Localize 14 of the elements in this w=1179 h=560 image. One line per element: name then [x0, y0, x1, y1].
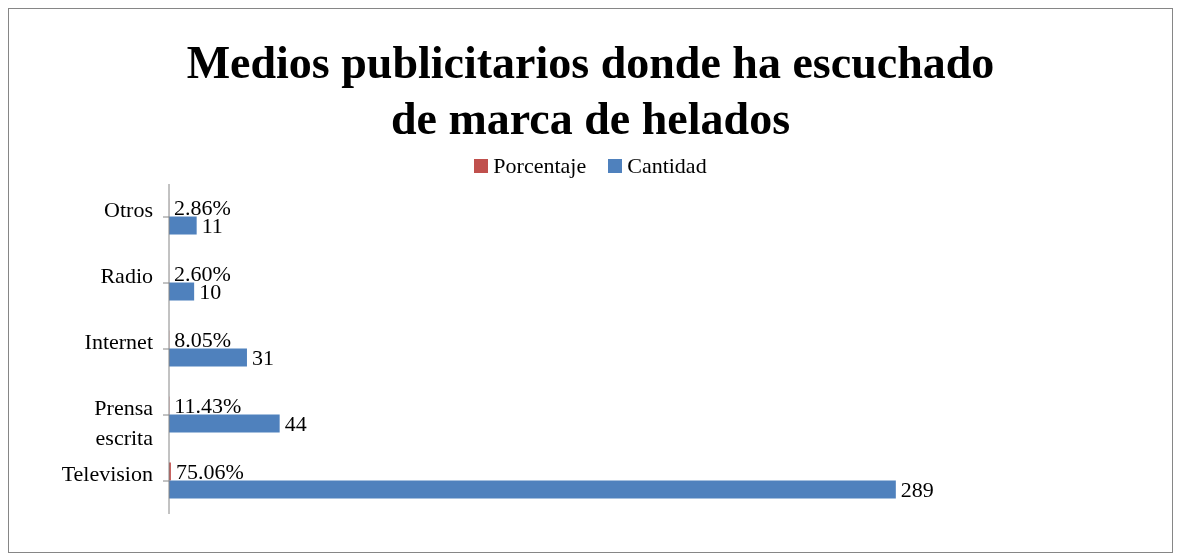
data-label: 11.43%: [174, 393, 242, 419]
legend-label: Cantidad: [627, 153, 707, 179]
y-tick-label: Otros: [104, 197, 153, 222]
data-label: 31: [251, 345, 274, 371]
legend-label: Porcentaje: [493, 153, 587, 179]
data-label: 44: [284, 411, 307, 437]
y-tick-label: Prensa escrita: [94, 395, 154, 450]
y-tick-label: Radio: [100, 263, 153, 288]
y-tick-label: Internet: [84, 329, 153, 354]
y-tick-label: Television: [61, 461, 153, 486]
data-label: 75.06%: [175, 459, 244, 485]
data-label: 289: [900, 477, 934, 503]
chart-title: Medios publicitarios donde ha escuchado de marca de helados: [185, 36, 996, 146]
data-label: 8.05%: [174, 327, 232, 353]
